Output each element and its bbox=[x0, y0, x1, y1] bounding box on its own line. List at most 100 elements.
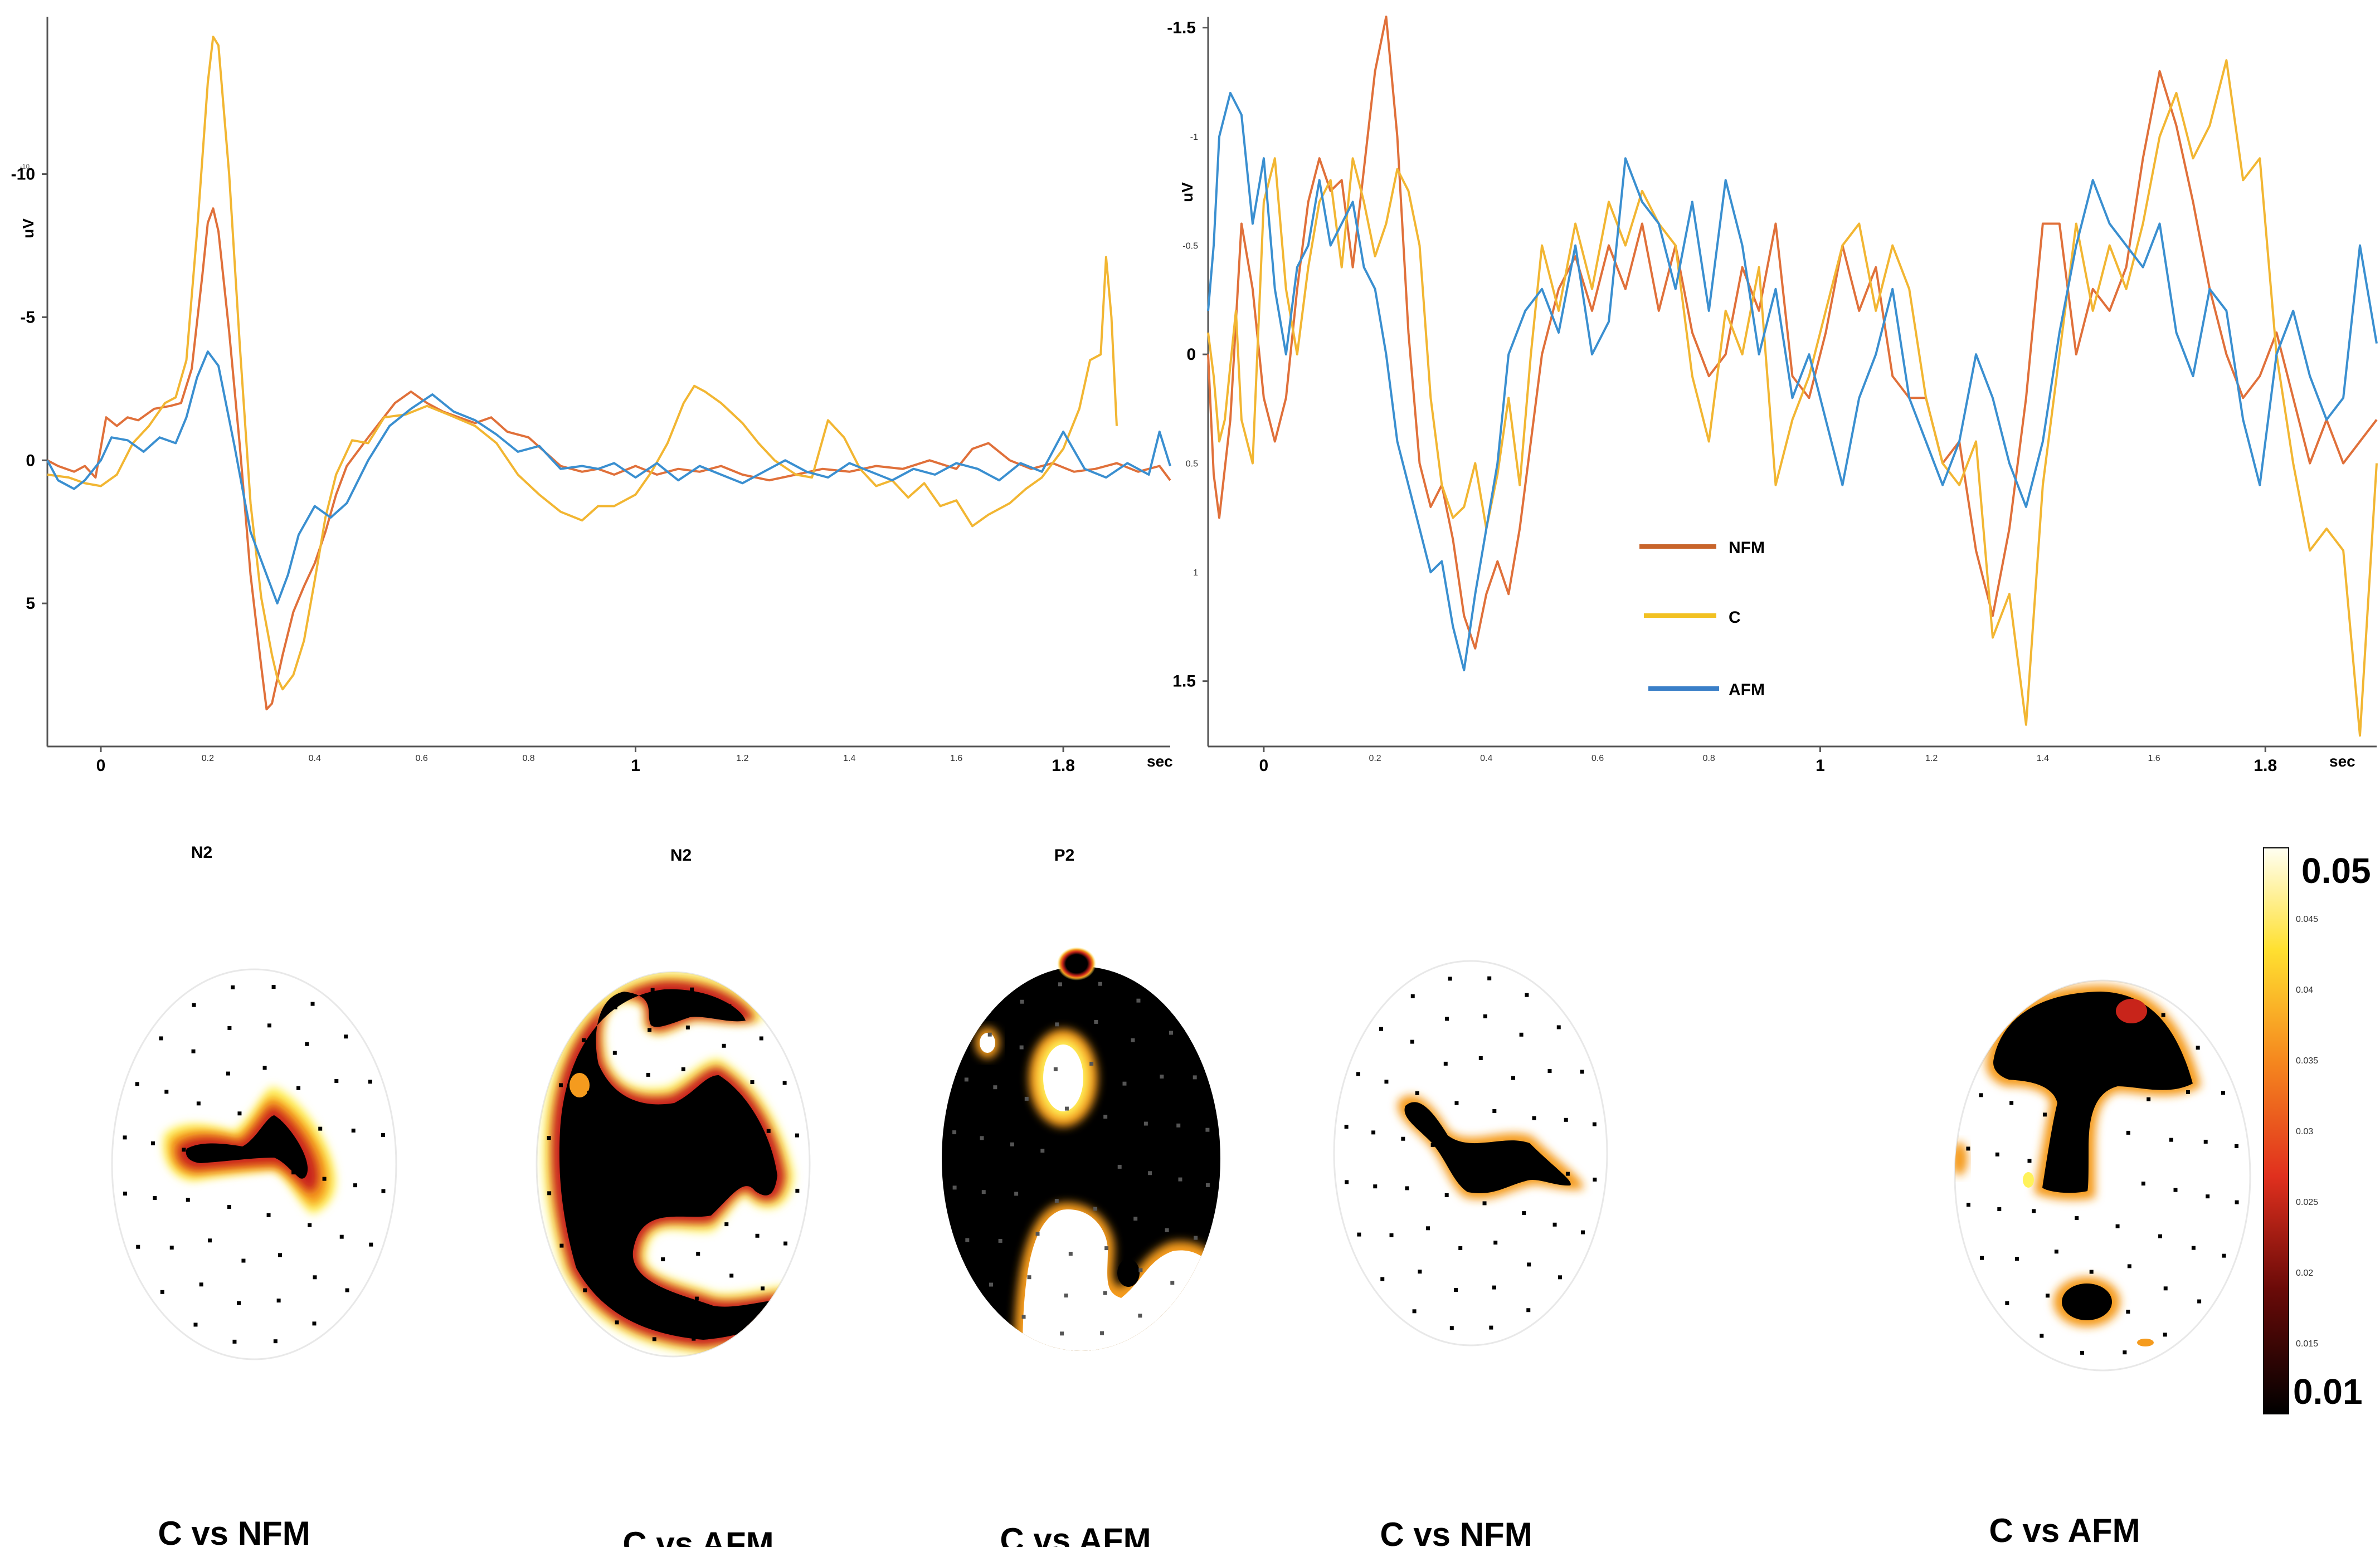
electrode-dot bbox=[2206, 1194, 2210, 1199]
electrode-dot bbox=[1443, 1061, 1448, 1066]
electrode-dot bbox=[607, 1197, 612, 1202]
electrode-dot bbox=[1205, 1128, 1210, 1132]
electrode-dot bbox=[2161, 1013, 2165, 1017]
electrode-dot bbox=[193, 1322, 198, 1327]
right-y-minor-label: -0.5 bbox=[1182, 242, 1198, 251]
electrode-dot bbox=[231, 985, 235, 989]
electrode-dot bbox=[2005, 1301, 2009, 1305]
electrode-dot bbox=[2141, 1182, 2145, 1186]
electrode-dot bbox=[1058, 982, 1062, 987]
electrode-dot bbox=[1410, 994, 1415, 998]
legend: NFM C AFM bbox=[1639, 539, 1765, 699]
electrode-dot bbox=[1019, 1045, 1024, 1050]
electrode-dot bbox=[2235, 1144, 2239, 1148]
electrode-dot bbox=[1405, 1186, 1409, 1190]
electrode-dot bbox=[989, 1282, 994, 1287]
colorbar-max-label: 0.05 bbox=[2301, 851, 2371, 891]
electrode-dot bbox=[2186, 1090, 2191, 1094]
electrode-dot bbox=[1064, 1106, 1069, 1111]
caption-1: C vs NFM bbox=[158, 1515, 310, 1547]
electrode-dot bbox=[291, 1170, 296, 1175]
electrode-dot bbox=[1522, 1211, 1526, 1216]
electrode-dot bbox=[1345, 1180, 1349, 1184]
electrode-dot bbox=[603, 1148, 608, 1152]
electrode-dot bbox=[1489, 1325, 1493, 1330]
electrode-dot bbox=[1103, 1114, 1108, 1119]
electrode-dot bbox=[199, 1282, 203, 1287]
electrode-dot bbox=[1098, 982, 1102, 986]
electrode-dot bbox=[547, 1191, 552, 1195]
electrode-dot bbox=[2163, 1333, 2167, 1337]
electrode-dot bbox=[1418, 1270, 1422, 1274]
electrode-dot bbox=[952, 1130, 957, 1135]
electrode-dot bbox=[559, 1243, 564, 1248]
right-x-minor-label: 1.6 bbox=[2148, 754, 2160, 763]
electrode-dot bbox=[2032, 1209, 2036, 1213]
electrode-dot bbox=[2014, 1257, 2019, 1261]
electrode-dot bbox=[681, 1067, 685, 1071]
right-series-group bbox=[1207, 16, 2378, 737]
electrode-dot bbox=[353, 1183, 358, 1188]
electrode-dot bbox=[1966, 1203, 1970, 1207]
electrode-dot bbox=[650, 988, 655, 992]
electrode-dot bbox=[661, 1257, 665, 1262]
electrode-dot bbox=[1020, 999, 1024, 1004]
electrode-dot bbox=[648, 1028, 652, 1032]
electrode-dot bbox=[1380, 1277, 1385, 1281]
electrode-dot bbox=[576, 1195, 580, 1200]
electrode-dot bbox=[1445, 1017, 1449, 1021]
electrode-dot bbox=[782, 1081, 787, 1085]
electrode-dot bbox=[2222, 1253, 2226, 1258]
left-y-tick-label: 0 bbox=[26, 451, 35, 470]
electrode-dot bbox=[296, 1086, 301, 1090]
topomap-3 bbox=[942, 947, 1220, 1351]
electrode-dot bbox=[647, 1204, 651, 1209]
colorbar-tick-label: 0.04 bbox=[2296, 985, 2313, 995]
electrode-dot bbox=[766, 1129, 771, 1133]
electrode-dot bbox=[1454, 1288, 1458, 1292]
electrode-dot bbox=[1054, 1199, 1059, 1203]
electrode-dot bbox=[1143, 1121, 1148, 1126]
significance-region-1 bbox=[163, 1086, 336, 1214]
right-y-minor-label: 0.5 bbox=[1186, 460, 1198, 469]
electrode-dot bbox=[768, 1183, 772, 1187]
topomap-4 bbox=[1333, 960, 1608, 1346]
electrode-dot bbox=[685, 1212, 689, 1217]
electrode-dot bbox=[2235, 1200, 2239, 1204]
electrode-dot bbox=[696, 1252, 700, 1256]
electrode-dot bbox=[620, 1281, 625, 1285]
electrode-dot bbox=[2074, 1082, 2078, 1087]
electrode-dot bbox=[1581, 1230, 1585, 1234]
legend-label-afm: AFM bbox=[1729, 681, 1765, 699]
electrode-dot bbox=[1454, 1101, 1459, 1105]
significance-region-4 bbox=[1398, 1095, 1584, 1199]
electrode-dot bbox=[2009, 1101, 2014, 1105]
left-x-ticks: 0 1 1.8 0.2 0.4 0.6 0.8 1.2 1.4 1.6 bbox=[96, 746, 1075, 775]
electrode-dot bbox=[276, 1299, 281, 1303]
electrode-dot bbox=[1356, 1072, 1360, 1076]
electrode-dot bbox=[237, 1301, 241, 1305]
electrode-dot bbox=[2111, 1077, 2116, 1081]
left-x-minor-label: 0.2 bbox=[202, 754, 214, 763]
electrode-dot bbox=[1104, 1246, 1109, 1251]
electrode-dot bbox=[313, 1275, 317, 1280]
electrode-dot bbox=[1519, 1032, 1524, 1037]
electrode-dot bbox=[212, 1154, 217, 1158]
electrode-dot bbox=[262, 1066, 267, 1070]
electrode-dot bbox=[738, 1177, 743, 1181]
electrode-dot bbox=[2084, 1312, 2089, 1316]
electrode-dot bbox=[368, 1080, 372, 1084]
electrode-dot bbox=[2127, 1264, 2131, 1268]
right-x-minor-label: 0.8 bbox=[1703, 754, 1715, 763]
electrode-dot bbox=[1426, 1226, 1430, 1231]
electrode-dot bbox=[160, 1290, 164, 1294]
electrode-dot bbox=[1525, 993, 1529, 997]
electrode-dot bbox=[1035, 1232, 1040, 1236]
electrode-dot bbox=[1138, 1268, 1143, 1272]
electrode-dot bbox=[318, 1126, 323, 1131]
electrode-dot bbox=[2173, 1188, 2178, 1192]
electrode-dot bbox=[724, 1222, 729, 1227]
electrode-dot bbox=[159, 1036, 163, 1041]
colorbar-gradient bbox=[2263, 847, 2289, 1414]
